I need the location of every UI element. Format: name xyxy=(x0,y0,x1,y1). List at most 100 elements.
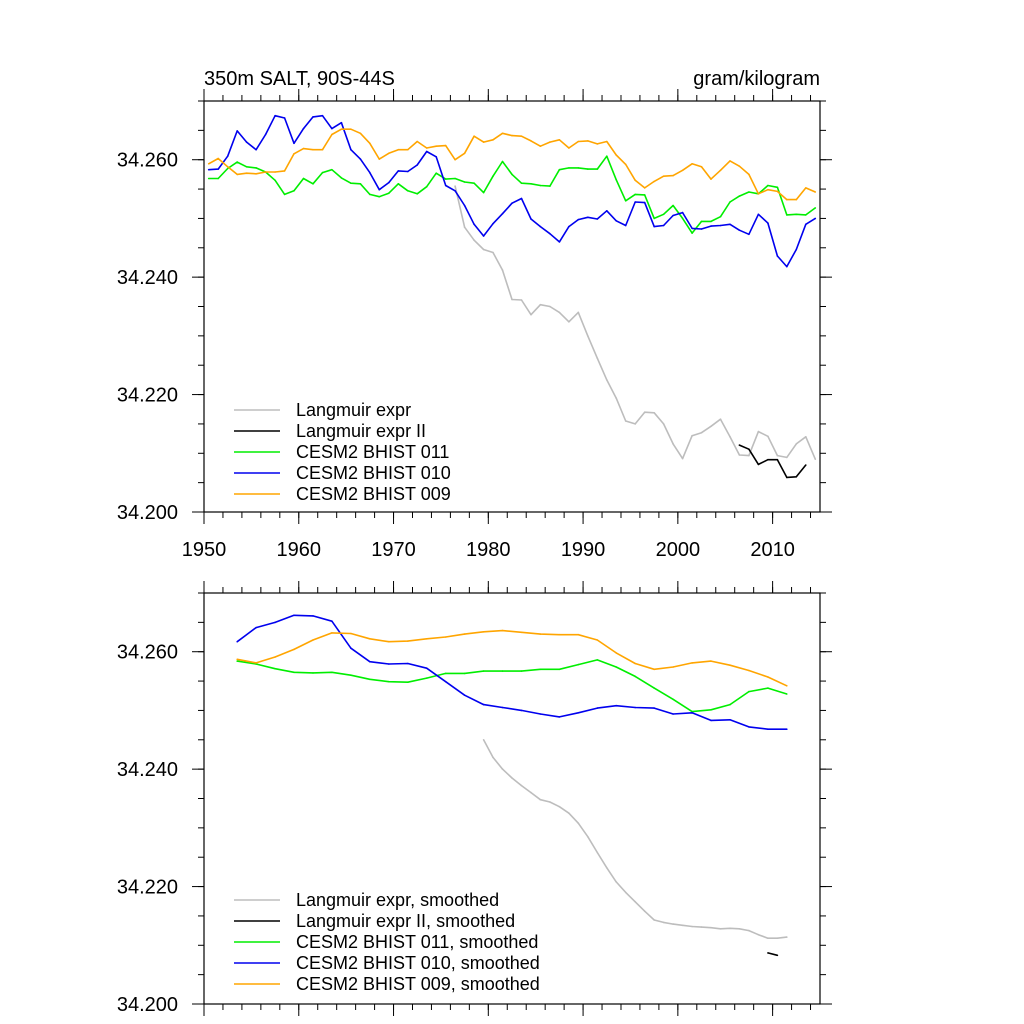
data-point xyxy=(331,168,333,171)
data-point xyxy=(653,668,655,671)
data-point xyxy=(634,193,636,196)
x-tick-label: 1980 xyxy=(466,539,511,561)
data-point xyxy=(653,707,655,709)
data-point xyxy=(596,357,599,360)
data-point xyxy=(549,801,551,803)
data-point xyxy=(454,177,456,180)
y-tick-label: 34.240 xyxy=(117,267,178,289)
data-point xyxy=(425,638,428,640)
data-point xyxy=(606,140,608,143)
legend-label: CESM2 BHIST 010 xyxy=(296,463,451,483)
y-tick-label: 34.260 xyxy=(117,642,178,664)
data-point xyxy=(624,224,627,227)
data-point xyxy=(416,193,419,195)
data-point xyxy=(776,186,779,189)
data-point xyxy=(388,680,390,683)
data-point xyxy=(407,662,409,665)
data-point xyxy=(378,158,381,160)
data-point xyxy=(577,167,580,169)
chart-title: 350m SALT, 90S-44S xyxy=(204,68,395,90)
data-point xyxy=(786,214,788,216)
data-point xyxy=(615,220,617,222)
data-point xyxy=(681,924,684,927)
data-point xyxy=(416,140,419,143)
data-point xyxy=(710,719,712,722)
data-point xyxy=(397,148,400,151)
data-point xyxy=(643,411,646,414)
series-line xyxy=(482,739,787,940)
data-point xyxy=(738,454,741,456)
data-point xyxy=(653,412,655,414)
data-point xyxy=(369,660,371,663)
data-point xyxy=(587,835,589,838)
series-line xyxy=(739,444,807,479)
x-tick-label: 2010 xyxy=(750,539,795,561)
data-point xyxy=(767,184,769,187)
data-point xyxy=(463,633,466,635)
data-point xyxy=(786,456,788,459)
data-point xyxy=(530,183,532,185)
data-point xyxy=(530,313,532,316)
data-point xyxy=(795,198,798,201)
data-point xyxy=(558,311,561,314)
series-line xyxy=(237,629,788,687)
data-point xyxy=(312,639,314,641)
data-point xyxy=(378,195,381,198)
data-point xyxy=(407,681,409,683)
data-point xyxy=(719,224,722,227)
data-point xyxy=(425,667,428,669)
data-point xyxy=(615,704,617,707)
data-point xyxy=(530,140,532,142)
data-point xyxy=(767,687,769,689)
data-point xyxy=(615,881,617,883)
data-point xyxy=(577,140,580,143)
data-point xyxy=(482,739,485,741)
data-point xyxy=(814,207,817,209)
data-point xyxy=(757,463,760,466)
data-point xyxy=(511,134,513,137)
data-point xyxy=(643,187,646,189)
data-point xyxy=(501,670,504,672)
data-point xyxy=(236,658,238,661)
data-point xyxy=(482,191,485,194)
data-point xyxy=(350,632,352,635)
data-point xyxy=(539,713,542,715)
data-point xyxy=(672,204,674,207)
data-point xyxy=(530,791,532,794)
data-point xyxy=(634,423,636,425)
data-point xyxy=(729,703,731,706)
y-tick-label: 34.200 xyxy=(117,994,178,1016)
data-point xyxy=(748,173,750,176)
data-point xyxy=(463,694,466,696)
data-point xyxy=(492,251,494,254)
data-point xyxy=(596,707,599,709)
data-point xyxy=(520,299,523,301)
data-point xyxy=(520,670,523,672)
data-point xyxy=(710,225,712,227)
data-point xyxy=(624,891,627,894)
x-tick-label: 1950 xyxy=(182,539,227,561)
data-point xyxy=(463,672,466,675)
data-point xyxy=(492,139,494,141)
data-point xyxy=(786,728,788,730)
data-point xyxy=(444,144,447,147)
data-point xyxy=(369,142,371,145)
data-point xyxy=(350,128,352,130)
data-point xyxy=(786,685,788,687)
data-point xyxy=(805,214,807,216)
data-point xyxy=(596,659,599,661)
data-point xyxy=(388,640,390,643)
data-point xyxy=(596,143,599,145)
data-point xyxy=(501,706,504,709)
data-point xyxy=(501,132,504,135)
data-point xyxy=(331,127,333,130)
data-point xyxy=(255,148,257,151)
data-point xyxy=(776,255,779,257)
series-line xyxy=(454,185,817,460)
x-tick-label: 2000 xyxy=(656,539,701,561)
data-point xyxy=(293,648,295,651)
data-point xyxy=(350,148,352,151)
data-point xyxy=(321,114,324,117)
data-point xyxy=(425,185,428,188)
data-point xyxy=(388,663,390,665)
